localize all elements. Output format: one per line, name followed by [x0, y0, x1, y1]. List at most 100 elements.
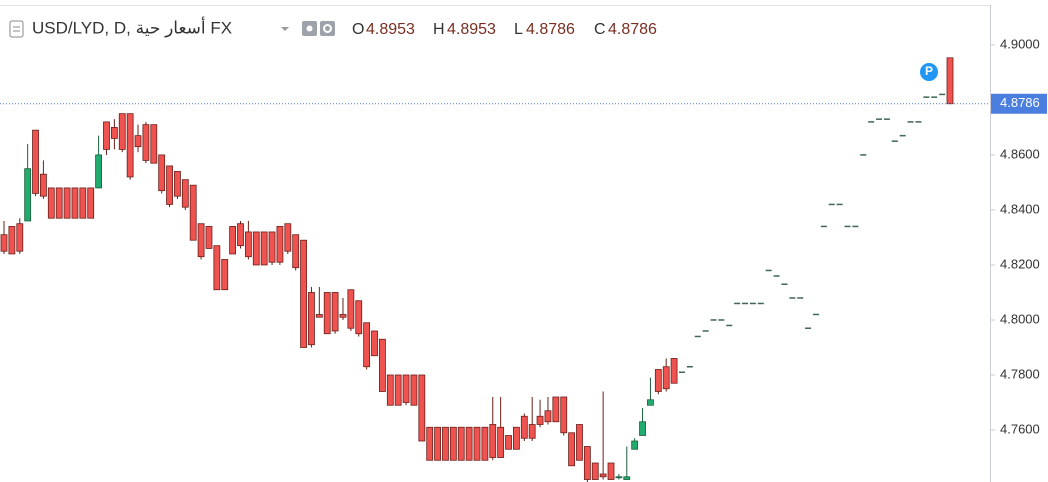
- candle-body: [174, 171, 181, 197]
- candle-body: [513, 426, 520, 450]
- candle-body: [426, 426, 434, 461]
- candle-body: [591, 462, 599, 480]
- candle-body: [662, 366, 670, 390]
- candle-body: [0, 234, 8, 252]
- candle-body: [647, 399, 654, 406]
- price-label: 4.8786: [1000, 95, 1040, 110]
- candle-body: [442, 426, 449, 461]
- candle-body: [639, 421, 646, 436]
- dropdown-arrow[interactable]: [281, 27, 289, 31]
- eye-pupil: [306, 25, 313, 32]
- candle-body: [300, 239, 307, 348]
- low-value: 4.8786: [526, 21, 575, 38]
- candle-body: [55, 187, 63, 219]
- price-label-box: [991, 93, 1047, 114]
- candle-body: [607, 462, 615, 480]
- candle-body: [378, 338, 386, 392]
- candle-body: [615, 476, 623, 479]
- candle-body: [181, 179, 189, 208]
- candle-body: [576, 424, 583, 461]
- close-label: C: [594, 21, 606, 38]
- candle-body: [347, 289, 355, 329]
- candle-body: [197, 223, 205, 258]
- candle-body: [489, 424, 497, 458]
- annotation-marker: [920, 63, 938, 81]
- annotation-text: P: [925, 64, 933, 78]
- candle-body: [402, 374, 410, 403]
- candle-body: [497, 426, 505, 458]
- candle-body: [276, 226, 284, 263]
- candle-body: [568, 432, 575, 467]
- low-label: L: [514, 21, 523, 38]
- candle-body: [623, 476, 631, 480]
- candle-body: [284, 223, 292, 252]
- open-label: O: [352, 21, 364, 38]
- y-tick-label: 4.8600: [1000, 146, 1040, 161]
- candle-body: [631, 440, 639, 450]
- candle-body: [292, 234, 300, 269]
- collapse-icon[interactable]: [9, 20, 24, 38]
- candle-body: [371, 330, 378, 357]
- candle-body: [118, 113, 126, 150]
- candle-body: [473, 426, 481, 461]
- candle-body: [244, 231, 252, 258]
- candle-body: [331, 292, 339, 332]
- candle-body: [79, 187, 87, 219]
- candle-body: [95, 154, 102, 189]
- high-value: 4.8953: [447, 21, 496, 38]
- candle-body: [268, 231, 276, 263]
- candle-body: [654, 369, 662, 392]
- close-value: 4.8786: [608, 21, 657, 38]
- candle-body: [166, 165, 173, 205]
- candle-body: [583, 446, 591, 480]
- candle-body: [505, 435, 512, 450]
- candle-body: [946, 57, 954, 105]
- candle-body: [237, 223, 244, 247]
- candle-body: [24, 168, 32, 222]
- high-label: H: [433, 21, 445, 38]
- candle-body: [434, 426, 441, 461]
- candle-body: [229, 226, 237, 255]
- symbol-title: USD/LYD, D, أسعار حية FX: [32, 16, 232, 37]
- candle-body: [560, 396, 568, 434]
- candle-body: [63, 187, 71, 219]
- settings-icon[interactable]: [320, 21, 335, 36]
- candle-body: [394, 374, 402, 406]
- candle-body: [71, 187, 79, 219]
- candle-body: [410, 374, 418, 406]
- candle-body: [457, 426, 465, 461]
- gear: [323, 24, 332, 33]
- candle-body: [449, 426, 457, 461]
- y-tick-label: 4.8000: [1000, 311, 1040, 326]
- candle-body: [40, 173, 47, 197]
- y-tick-label: 4.9000: [1000, 36, 1040, 51]
- candle-body: [363, 322, 371, 368]
- candle-body: [221, 259, 229, 291]
- candle-body: [481, 426, 489, 461]
- candle-body: [158, 154, 166, 192]
- candle-body: [126, 113, 134, 178]
- candle-body: [213, 245, 221, 291]
- candle-body: [323, 292, 331, 335]
- candle-body: [536, 415, 544, 425]
- candle-body: [103, 121, 110, 150]
- y-tick-label: 4.7600: [1000, 421, 1040, 436]
- candle-body: [252, 231, 260, 266]
- candle-body: [670, 358, 678, 384]
- candle-body: [16, 223, 24, 252]
- candle-body: [355, 300, 363, 335]
- candle-body: [8, 226, 16, 255]
- candle-body: [339, 314, 347, 318]
- candle-body: [87, 187, 95, 219]
- candle-body: [189, 184, 197, 241]
- candle-body: [520, 415, 528, 439]
- candle-body: [418, 374, 426, 442]
- open-value: 4.8953: [366, 21, 415, 38]
- candle-body: [32, 129, 39, 194]
- y-tick-label: 4.8400: [1000, 201, 1040, 216]
- candle-body: [150, 124, 158, 164]
- candle-body: [260, 231, 268, 266]
- candle-body: [544, 410, 552, 423]
